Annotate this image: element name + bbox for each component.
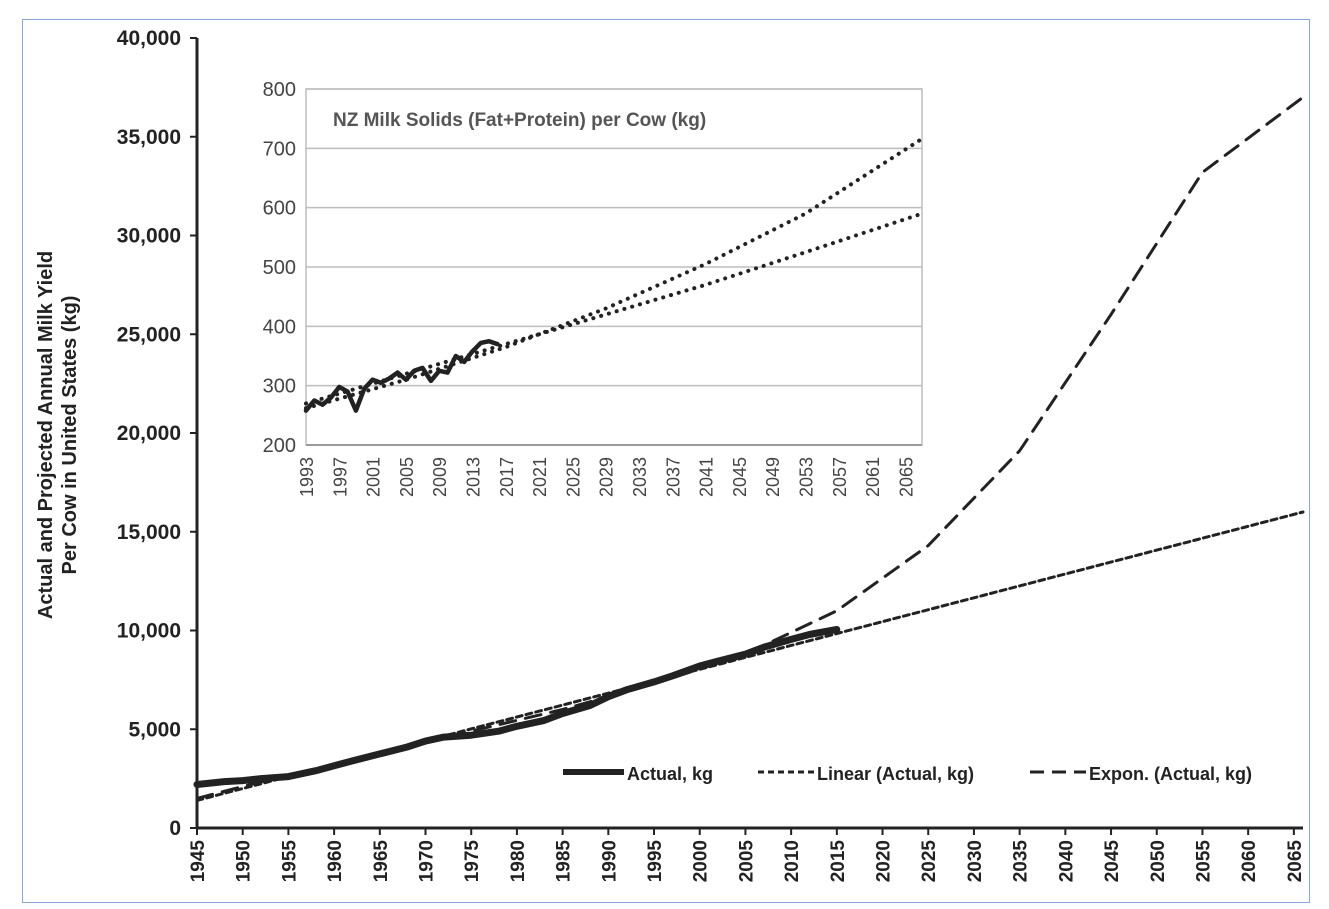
inset-series-line-dotted — [304, 211, 924, 406]
x-tick-label: 2025 — [919, 840, 940, 883]
y-tick-label: 5,000 — [128, 718, 181, 741]
inset-x-tick-label: 2025 — [563, 457, 583, 497]
x-tick-label: 1975 — [462, 840, 483, 883]
inset-x-tick-label: 2021 — [530, 457, 550, 497]
inset-x-tick-label: 2065 — [896, 457, 916, 497]
x-tick-label: 2005 — [736, 840, 757, 883]
x-tick-label: 1965 — [371, 840, 392, 883]
x-tick-label: 2060 — [1239, 840, 1260, 882]
inset-chart: 200 300 400 500 600 700 800 1993 1997 2001 2005 200… — [263, 79, 924, 497]
y-tick-label: 25,000 — [117, 323, 181, 346]
y-tick-label: 20,000 — [117, 422, 181, 445]
x-tick-label: 1995 — [645, 840, 666, 883]
inset-y-tick-label: 800 — [263, 79, 296, 101]
inset-x-tick-label: 2017 — [497, 457, 517, 497]
legend-label-expon: Expon. (Actual, kg) — [1089, 764, 1252, 784]
inset-x-tick-label: 2033 — [630, 457, 650, 497]
inset-x-tick-label: 2049 — [763, 457, 783, 497]
x-tick-label: 2055 — [1193, 840, 1214, 883]
inset-series-line-solid — [303, 338, 500, 413]
series-line-solid-thick — [193, 626, 841, 788]
inset-y-tick-label: 400 — [263, 316, 296, 338]
main-plot: 0 5,000 10,000 15,000 20,000 25,000 30,000 35,0… — [117, 27, 1306, 882]
inset-x-tick-label: 2005 — [397, 457, 417, 497]
y-tick-label: 10,000 — [117, 620, 181, 643]
x-tick-label: 2045 — [1102, 840, 1123, 883]
inset-plot: 200 300 400 500 600 700 800 1993 1997 2001 2005 200… — [263, 79, 924, 497]
inset-x-tick-label: 1993 — [297, 457, 317, 497]
x-tick-label: 2010 — [782, 840, 803, 882]
inset-x-tick-label: 2061 — [863, 457, 883, 497]
legend-label-linear: Linear (Actual, kg) — [817, 764, 974, 784]
x-tick-label: 1970 — [417, 840, 438, 882]
legend: Actual, kg Linear (Actual, kg) Expon. (A… — [563, 764, 1252, 784]
inset-x-tick-label: 2041 — [697, 457, 717, 497]
y-tick-label: 0 — [169, 817, 181, 840]
inset-y-tick-label: 300 — [263, 376, 296, 398]
inset-x-tick-label: 2001 — [364, 457, 384, 497]
x-tick-label: 1955 — [279, 840, 300, 883]
inset-x-tick-label: 2009 — [430, 457, 450, 497]
inset-x-tick-label: 1997 — [330, 457, 350, 497]
x-tick-label: 2030 — [965, 840, 986, 882]
x-tick-label: 2050 — [1148, 840, 1169, 882]
x-tick-label: 1960 — [325, 840, 346, 882]
x-tick-label: 1990 — [599, 840, 620, 882]
inset-x-tick-label: 2029 — [597, 457, 617, 497]
inset-x-tick-label: 2057 — [830, 457, 850, 497]
inset-y-tick-label: 200 — [263, 435, 296, 457]
inset-x-tick-label: 2053 — [796, 457, 816, 497]
y-tick-label: 30,000 — [117, 225, 181, 248]
y-tick-label: 35,000 — [117, 126, 181, 149]
inset-title: NZ Milk Solids (Fat+Protein) per Cow (kg… — [333, 110, 706, 131]
inset-y-tick-label: 600 — [263, 198, 296, 220]
x-tick-label: 2015 — [828, 840, 849, 883]
inset-x-tick-label: 2045 — [730, 457, 750, 497]
inset-y-tick-label: 500 — [263, 257, 296, 279]
x-tick-label: 1945 — [188, 840, 209, 883]
inset-x-tick-label: 2037 — [663, 457, 683, 497]
y-tick-label: 40,000 — [117, 27, 181, 50]
x-tick-label: 2035 — [1011, 840, 1032, 883]
y-axis-label-line-1: Actual and Projected Annual Milk Yield — [35, 251, 57, 619]
inset-x-tick-label: 2013 — [463, 457, 483, 497]
x-tick-label: 1950 — [234, 840, 255, 882]
x-tick-label: 2000 — [691, 840, 712, 882]
x-tick-label: 2020 — [874, 840, 895, 882]
chart-frame — [22, 19, 1310, 903]
x-tick-label: 2065 — [1285, 840, 1306, 883]
legend-label-actual: Actual, kg — [627, 764, 713, 784]
x-tick-label: 1985 — [554, 840, 575, 883]
x-tick-label: 1980 — [508, 840, 529, 882]
y-axis-label-line-2: Per Cow in United States (kg) — [59, 296, 81, 575]
x-tick-label: 2040 — [1056, 840, 1077, 882]
y-tick-label: 15,000 — [117, 521, 181, 544]
inset-y-tick-label: 700 — [263, 138, 296, 160]
